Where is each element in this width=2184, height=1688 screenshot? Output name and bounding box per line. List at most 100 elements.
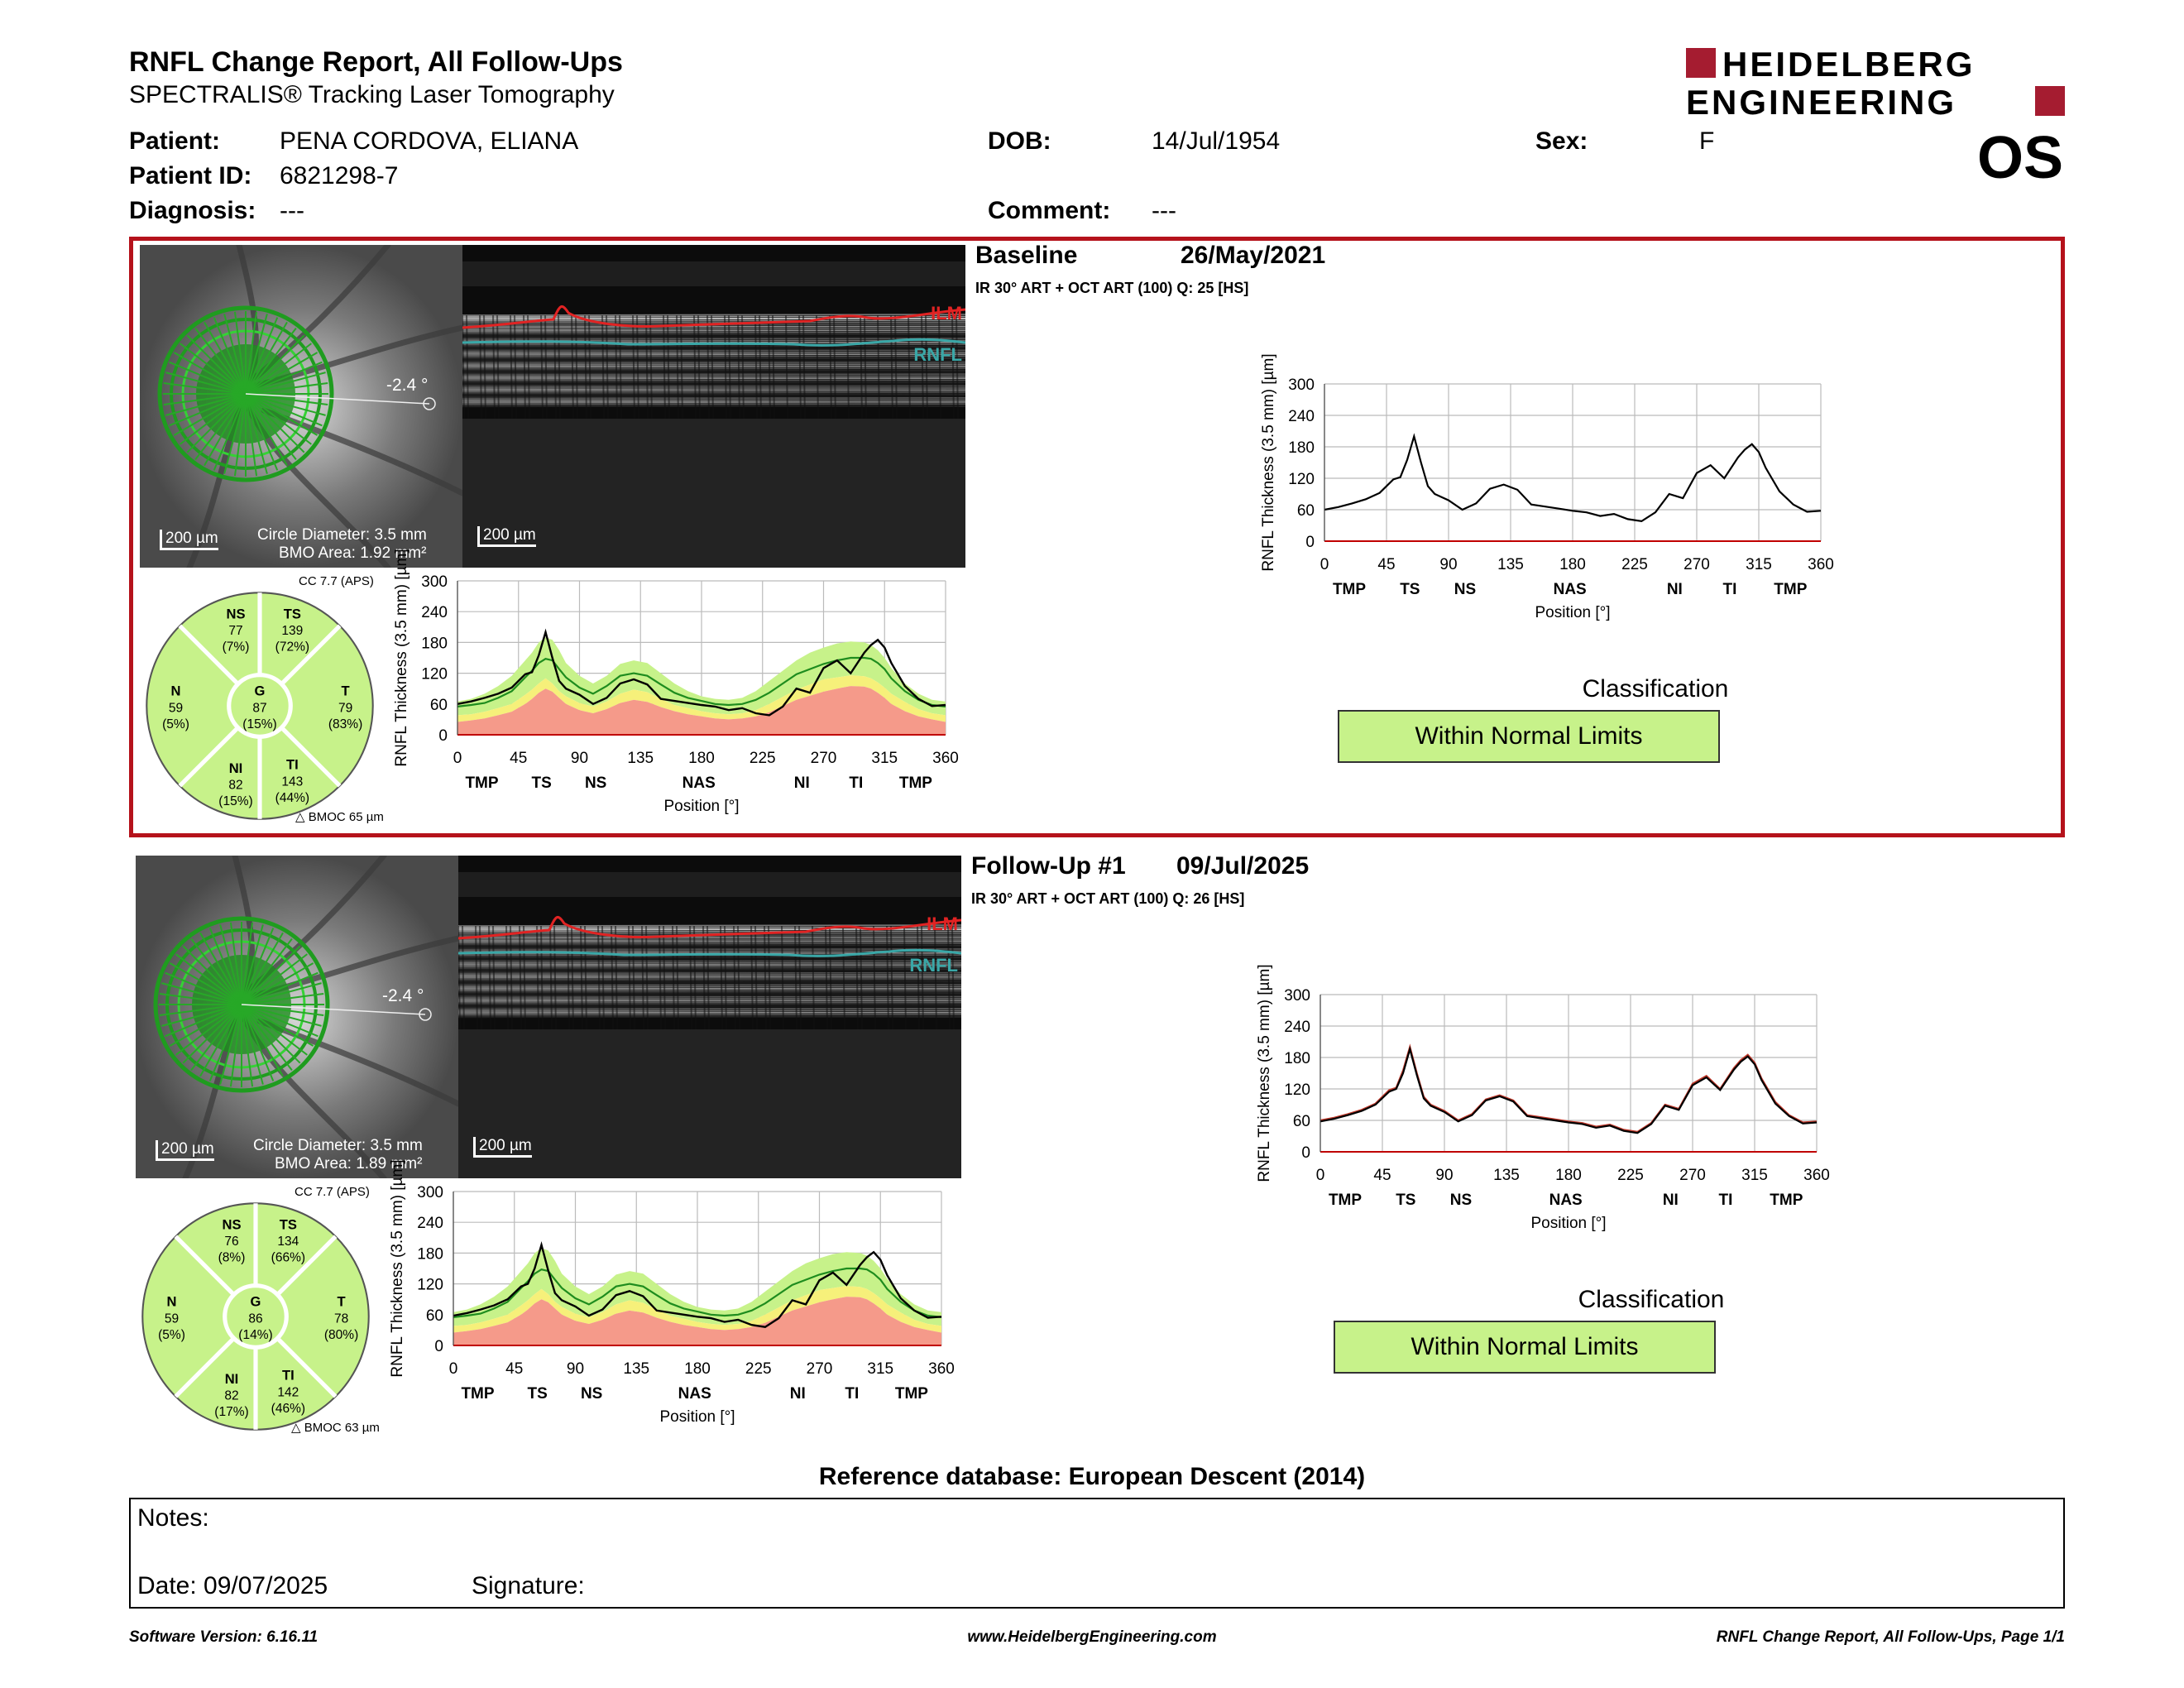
- radial-scan-line: [159, 992, 242, 1005]
- region-label: TMP: [1770, 1192, 1803, 1209]
- x-tick-label: 225: [750, 750, 776, 767]
- region-label: TMP: [1329, 1192, 1362, 1209]
- fovea-angle: -2.4 °: [382, 986, 424, 1005]
- y-tick-label: 240: [1288, 408, 1315, 425]
- classification-label: Classification: [1578, 1286, 1725, 1313]
- sector-wrap: CC 7.7 (APS) NS 77 (7%) TS 139 (72%) N 59 (5%) G 87…: [133, 574, 461, 827]
- rnfl-profile-line: [1320, 1043, 1818, 1134]
- radial-scan-line: [208, 928, 242, 1005]
- x-tick-label: 360: [1808, 556, 1834, 573]
- x-tick-label: 225: [1617, 1167, 1644, 1184]
- radial-scan-line: [165, 372, 247, 395]
- radial-scan-line: [241, 1004, 301, 1064]
- radial-scan-line: [241, 1004, 264, 1085]
- radial-scan-line: [161, 1004, 242, 1027]
- y-tick-label: 120: [1288, 471, 1315, 488]
- sector-ni-label: NI: [225, 1371, 239, 1387]
- region-label: NAS: [1549, 1192, 1583, 1209]
- change-chart: 0 45 90 135 180 225 270 315 360 0 60 120 180 240 300 TM…: [1240, 353, 1869, 639]
- heidelberg-logo: HEIDELBERG ENGINEERING: [1686, 45, 2065, 122]
- sex-label: Sex:: [1535, 127, 1588, 155]
- bscan-scale-bar: 200 µm: [473, 1137, 532, 1158]
- sector-ts-label: TS: [284, 606, 301, 621]
- sector-divider: [280, 726, 342, 788]
- radial-scan-line: [163, 393, 247, 406]
- fovea-line: [245, 393, 430, 405]
- scan-heading: Follow-Up #1: [971, 852, 1126, 880]
- radial-scan-line: [245, 393, 328, 406]
- region-label: TMP: [895, 1385, 928, 1403]
- sector-divider: [174, 1336, 236, 1398]
- radial-scan-line: [173, 352, 247, 395]
- normative-mean-line: [457, 656, 946, 707]
- region-label: TI: [1719, 1192, 1733, 1209]
- radial-scan-line: [245, 311, 258, 395]
- x-tick-label: 0: [1316, 1167, 1325, 1184]
- bmoc-label: △ BMOC 65 µm: [295, 809, 384, 824]
- chart-plot: 0 45 90 135 180 225 270 315 360 0 60 120 180 240 300 TM…: [1256, 964, 1830, 1232]
- sector-ti-percent: (44%): [275, 791, 309, 805]
- x-tick-label: 45: [510, 750, 527, 767]
- scan-circle-outer: [153, 916, 330, 1093]
- y-tick-label: 120: [421, 666, 448, 683]
- sector-ti-label: TI: [282, 1368, 295, 1383]
- sector-divider: [178, 624, 240, 686]
- x-tick-label: 135: [1493, 1167, 1520, 1184]
- classification-result: Within Normal Limits: [1334, 1321, 1716, 1374]
- comment-value: ---: [1152, 197, 1176, 224]
- radial-scan-line: [175, 953, 242, 1005]
- sector-ts-label: TS: [280, 1216, 297, 1232]
- y-tick-label: 300: [1284, 987, 1310, 1005]
- sector-ns-label: NS: [222, 1216, 241, 1232]
- sector-chart: NS 77 (7%) TS 139 (72%) N 59 (5%) G 87 (15%) T 79 (83%…: [146, 592, 374, 820]
- sector-n-value: 59: [169, 701, 183, 715]
- x-tick-label: 225: [1621, 556, 1648, 573]
- radial-scan-line: [241, 1004, 254, 1087]
- sector-t-label: T: [338, 1294, 346, 1310]
- x-axis-label: Position [°]: [659, 1408, 735, 1426]
- x-tick-label: 135: [623, 1360, 649, 1378]
- radial-scan-line: [182, 1004, 242, 1064]
- acquisition-info: IR 30° ART + OCT ART (100) Q: 26 [HS]: [971, 890, 1245, 907]
- date-label: Date: 09/07/2025: [137, 1572, 328, 1599]
- y-axis-label: RNFL Thickness (3.5 mm) [µm]: [1260, 353, 1277, 571]
- radial-scan-line: [245, 393, 323, 427]
- sector-g-label: G: [255, 683, 266, 699]
- radial-scan-line: [208, 1004, 242, 1081]
- x-tick-label: 90: [567, 1360, 584, 1378]
- x-tick-label: 360: [932, 750, 959, 767]
- sector-g-percent: (15%): [242, 717, 276, 731]
- radial-scan-line: [245, 393, 297, 460]
- region-label: TS: [531, 774, 551, 792]
- region-label: TMP: [1333, 581, 1366, 598]
- radial-scan-line: [229, 922, 242, 1005]
- y-tick-label: 300: [1288, 376, 1315, 394]
- sector-g-value: 87: [252, 701, 266, 715]
- region-label: NAS: [678, 1385, 711, 1403]
- radial-scan-line: [241, 971, 318, 1005]
- software-version: Software Version: 6.16.11: [129, 1628, 318, 1646]
- chart-plot: 0 45 90 135 180 225 270 315 360 0 60 120 180 240 300 TM…: [1260, 353, 1834, 621]
- radial-scan-line: [165, 393, 247, 416]
- radial-scan-line: [241, 1004, 324, 1017]
- radial-scan-line: [245, 343, 312, 395]
- sector-n-percent: (5%): [158, 1328, 185, 1342]
- y-tick-label: 60: [430, 697, 448, 714]
- radial-scan-line: [219, 924, 242, 1005]
- borderline-band: [453, 1286, 941, 1333]
- sector-g-label: G: [251, 1294, 261, 1310]
- scan-circle-outer: [157, 305, 334, 482]
- y-tick-label: 180: [417, 1245, 443, 1263]
- rnfl-profile-line: [453, 1240, 942, 1328]
- sector-ns-percent: (7%): [223, 640, 250, 655]
- radial-scan-line: [159, 1004, 242, 1017]
- rnfl-profile-line: [457, 628, 946, 717]
- notes-box[interactable]: Notes: Date: 09/07/2025 Signature:: [129, 1498, 2065, 1609]
- sector-divider: [275, 1336, 338, 1398]
- sector-ns-value: 76: [224, 1235, 238, 1249]
- y-tick-label: 240: [421, 604, 448, 621]
- sector-divider: [280, 624, 342, 686]
- radial-scan-line: [194, 328, 247, 395]
- radial-scan-line: [223, 314, 247, 395]
- region-label: NI: [1663, 1192, 1679, 1209]
